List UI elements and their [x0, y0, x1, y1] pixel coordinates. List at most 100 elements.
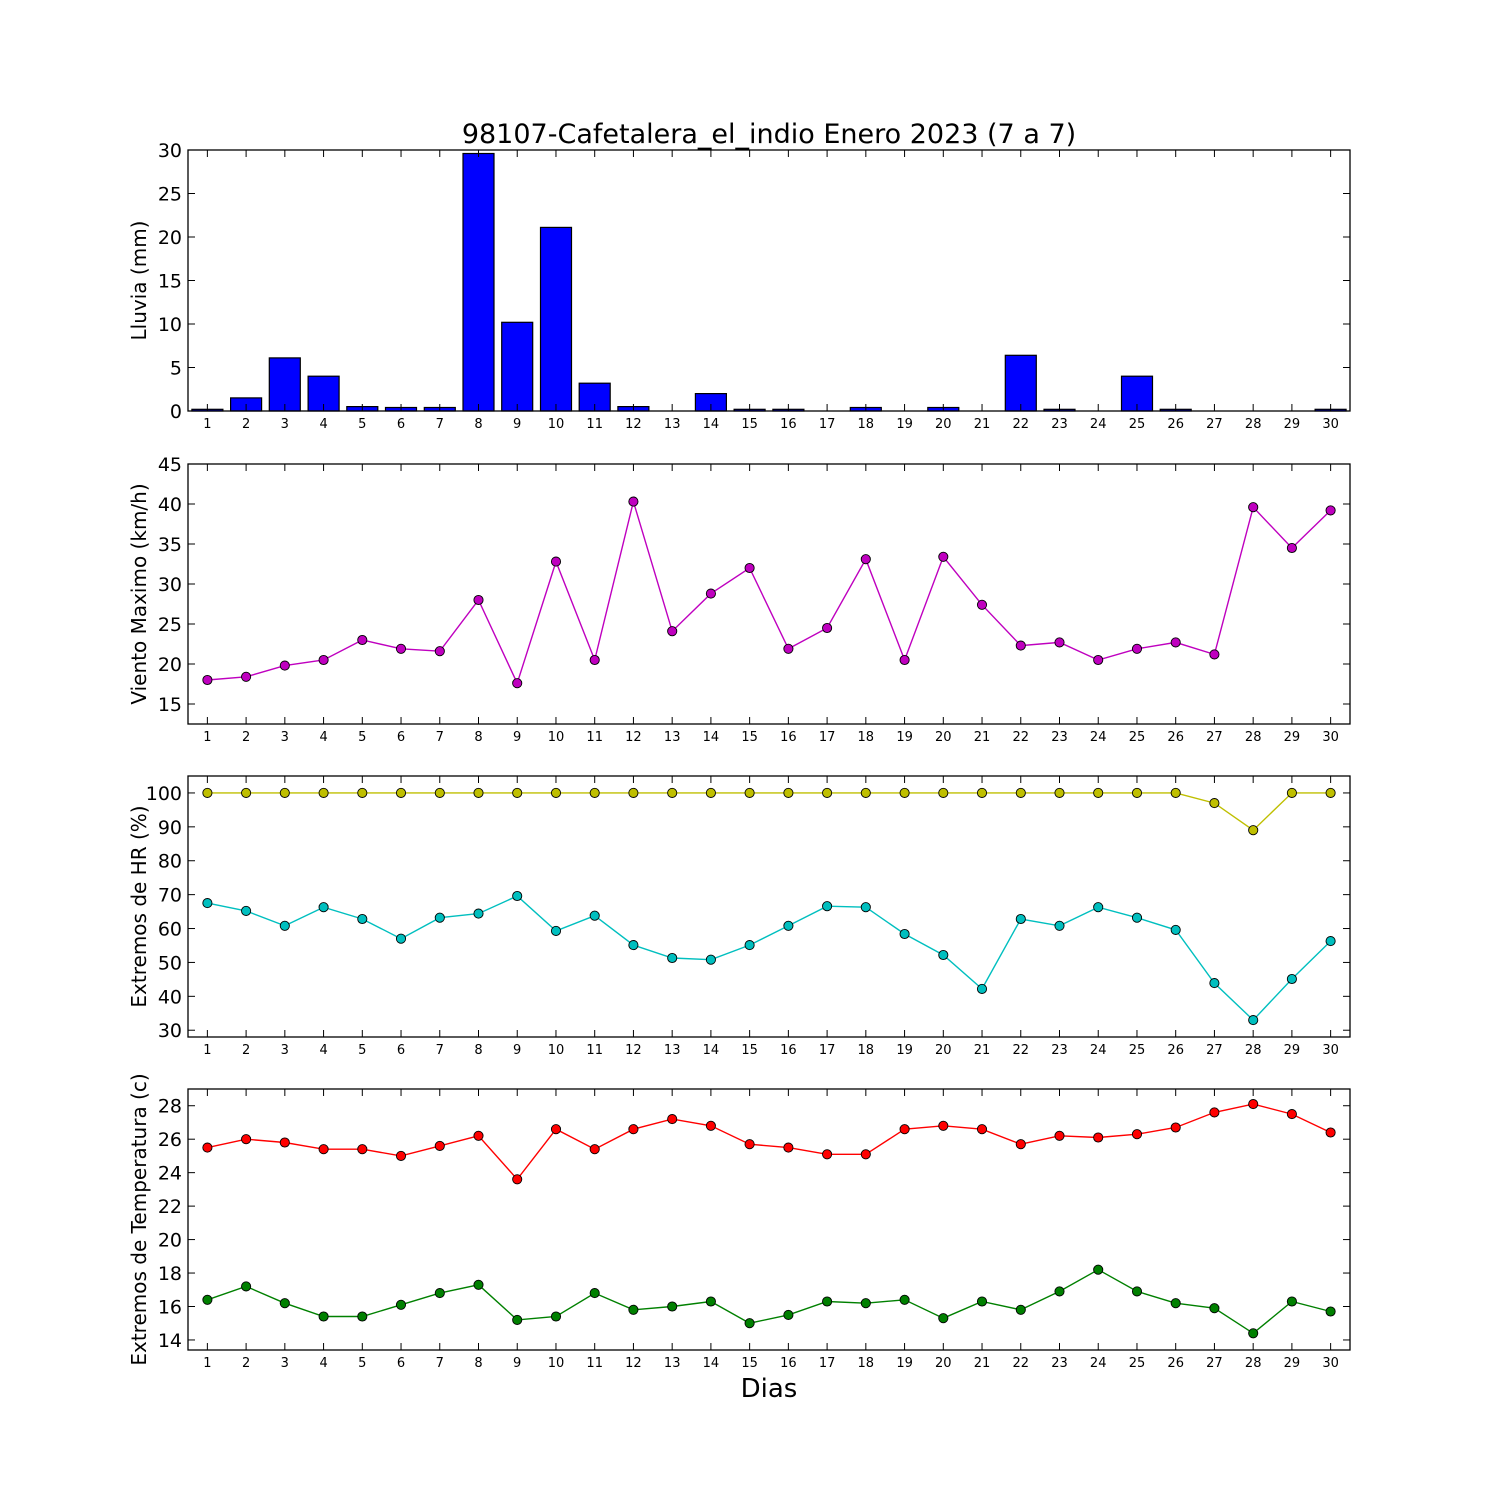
data-point — [1248, 1015, 1259, 1026]
data-point — [783, 1309, 794, 1320]
x-tick-label: 12 — [625, 1043, 642, 1058]
y-tick-label: 30 — [158, 574, 182, 596]
x-tick-label: 25 — [1129, 1356, 1146, 1371]
data-point — [279, 1298, 290, 1309]
data-point — [279, 920, 290, 931]
data-point — [279, 660, 290, 671]
data-point — [241, 787, 252, 798]
data-point — [550, 556, 562, 567]
y-tick-label: 10 — [158, 314, 182, 336]
x-tick-label: 15 — [741, 417, 758, 432]
x-tick-label: 19 — [896, 1043, 913, 1058]
data-point — [1170, 787, 1181, 798]
data-point — [1209, 978, 1220, 989]
x-tick-label: 16 — [780, 730, 797, 745]
x-tick-label: 27 — [1206, 417, 1223, 432]
data-point — [1015, 640, 1026, 651]
data-point — [667, 952, 678, 964]
data-point — [512, 787, 523, 798]
data-point — [744, 787, 755, 798]
x-tick-label: 10 — [548, 417, 565, 432]
data-point — [318, 1311, 329, 1322]
x-tick-label: 29 — [1284, 417, 1301, 432]
data-point — [667, 626, 678, 637]
x-tick-label: 15 — [741, 1356, 758, 1371]
x-tick-label: 7 — [436, 1356, 444, 1371]
data-point — [512, 1314, 523, 1325]
x-tick-label: 10 — [548, 730, 565, 745]
y-tick-label: 20 — [158, 654, 182, 676]
data-point — [899, 928, 910, 940]
x-tick-label: 14 — [703, 1043, 720, 1058]
x-tick-label: 21 — [974, 1043, 991, 1058]
x-tick-label: 30 — [1322, 730, 1339, 745]
data-point — [628, 787, 639, 798]
data-point — [589, 1288, 600, 1299]
data-point — [822, 1149, 833, 1160]
data-point — [899, 787, 910, 798]
y-axis-label: Extremos de Temperatura (c) — [127, 1073, 151, 1365]
x-tick-label: 24 — [1090, 417, 1107, 432]
x-tick-label: 26 — [1167, 1356, 1184, 1371]
x-tick-label: 25 — [1129, 730, 1146, 745]
y-tick-label: 16 — [158, 1297, 182, 1319]
data-point — [899, 654, 910, 666]
y-tick-label: 70 — [158, 885, 182, 907]
x-tick-label: 28 — [1245, 1356, 1262, 1371]
data-point — [550, 1311, 562, 1322]
data-point — [473, 787, 484, 798]
data-point — [202, 787, 213, 798]
data-point — [860, 1298, 871, 1309]
x-tick-label: 13 — [664, 1043, 681, 1058]
x-tick-label: 15 — [741, 1043, 758, 1058]
data-point — [1286, 787, 1297, 798]
x-tick-label: 24 — [1090, 730, 1107, 745]
data-point — [628, 940, 639, 951]
data-point — [783, 643, 794, 654]
x-tick-label: 9 — [513, 417, 521, 432]
data-point — [860, 787, 871, 798]
data-point — [202, 1142, 213, 1153]
x-tick-label: 30 — [1322, 1356, 1339, 1371]
data-point — [667, 1301, 678, 1312]
data-point — [822, 622, 833, 634]
x-tick-label: 24 — [1090, 1043, 1107, 1058]
data-point — [1209, 649, 1220, 660]
x-tick-label: 26 — [1167, 730, 1184, 745]
x-tick-label: 8 — [474, 730, 482, 745]
y-tick-label: 15 — [158, 694, 182, 716]
data-point — [241, 1281, 252, 1292]
data-point — [550, 1124, 562, 1135]
data-point — [395, 1150, 407, 1161]
data-point — [1131, 787, 1143, 798]
data-point — [1131, 1286, 1143, 1297]
x-tick-label: 4 — [319, 417, 327, 432]
bar — [1004, 354, 1037, 412]
y-tick-label: 20 — [158, 1230, 182, 1252]
data-point — [938, 551, 949, 562]
series-line — [207, 1268, 1331, 1335]
data-point — [976, 983, 988, 994]
data-point — [1248, 1328, 1259, 1339]
x-tick-label: 20 — [935, 1356, 952, 1371]
data-point — [1325, 787, 1336, 798]
x-tick-label: 26 — [1167, 417, 1184, 432]
x-tick-label: 5 — [358, 1356, 366, 1371]
y-tick-label: 100 — [146, 783, 182, 805]
data-point — [589, 787, 600, 798]
x-tick-label: 18 — [858, 730, 875, 745]
data-point — [667, 1114, 678, 1125]
x-tick-label: 4 — [319, 1043, 327, 1058]
data-point — [1209, 1303, 1220, 1314]
x-tick-label: 8 — [474, 1043, 482, 1058]
data-point — [860, 902, 871, 913]
y-tick-label: 80 — [158, 851, 182, 873]
x-tick-label: 2 — [242, 417, 250, 432]
x-tick-label: 12 — [625, 417, 642, 432]
data-point — [938, 1120, 949, 1131]
data-point — [589, 1144, 600, 1155]
x-tick-label: 25 — [1129, 1043, 1146, 1058]
x-tick-label: 14 — [703, 417, 720, 432]
data-point — [357, 1144, 368, 1155]
